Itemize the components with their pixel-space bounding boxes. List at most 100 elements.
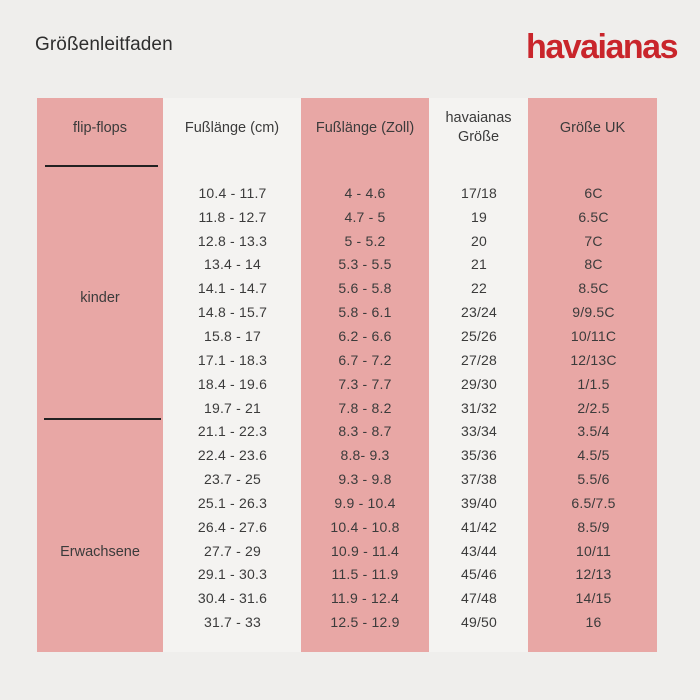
cell-zoll: 9.3 - 9.8 — [338, 471, 392, 488]
cell-size: 17/18 — [460, 184, 498, 201]
section-label-erwachsene: Erwachsene — [60, 544, 140, 560]
column-header-size-line1: havaianas — [445, 110, 512, 126]
cell-cm: 30.4 - 31.6 — [197, 590, 268, 607]
table-row: 14.1 - 14.7 5.6 - 5.8 22 8.5C — [163, 276, 657, 300]
table-row: 25.1 - 26.3 9.9 - 10.4 39/40 6.5/7.5 — [163, 491, 657, 515]
cell-size: 22 — [471, 280, 487, 297]
cell-zoll: 12.5 - 12.9 — [330, 614, 400, 631]
cell-uk: 8.5/9 — [577, 518, 610, 535]
column-header-size-line2: Größe — [457, 129, 500, 145]
cell-cm: 22.4 - 23.6 — [197, 447, 268, 464]
cell-uk: 5.5/6 — [577, 471, 610, 488]
cell-size: 43/44 — [460, 542, 498, 559]
size-column-bg — [429, 98, 528, 652]
cell-zoll: 10.9 - 11.4 — [330, 542, 400, 559]
cell-zoll: 5 - 5.2 — [344, 232, 386, 249]
cell-size: 25/26 — [460, 327, 498, 344]
cell-size: 33/34 — [460, 423, 498, 440]
cell-cm: 26.4 - 27.6 — [197, 518, 268, 535]
column-header-cm: Fußlänge (cm) — [184, 120, 280, 136]
table-row: 12.8 - 13.3 5 - 5.2 20 7C — [163, 229, 657, 253]
flipflops-column-bg — [37, 98, 163, 652]
cell-uk: 6.5/7.5 — [571, 494, 616, 511]
cell-size: 27/28 — [460, 351, 498, 368]
column-header-zoll: Fußlänge (Zoll) — [315, 120, 415, 136]
cell-cm: 18.4 - 19.6 — [197, 375, 268, 392]
table-row: 14.8 - 15.7 5.8 - 6.1 23/24 9/9.5C — [163, 300, 657, 324]
cell-cm: 23.7 - 25 — [203, 471, 262, 488]
cell-size: 29/30 — [460, 375, 498, 392]
cell-zoll: 4 - 4.6 — [344, 184, 386, 201]
table-row: 11.8 - 12.7 4.7 - 5 19 6.5C — [163, 205, 657, 229]
cell-zoll: 10.4 - 10.8 — [330, 518, 400, 535]
cell-size: 47/48 — [460, 590, 498, 607]
cell-cm: 14.1 - 14.7 — [197, 280, 268, 297]
cell-cm: 12.8 - 13.3 — [197, 232, 268, 249]
cell-size: 19 — [471, 208, 487, 225]
cell-size: 31/32 — [460, 399, 498, 416]
cell-uk: 12/13C — [570, 351, 617, 368]
table-row: 13.4 - 14 5.3 - 5.5 21 8C — [163, 253, 657, 277]
cell-size: 41/42 — [460, 518, 498, 535]
table-row: 29.1 - 30.3 11.5 - 11.9 45/46 12/13 — [163, 563, 657, 587]
cell-zoll: 5.6 - 5.8 — [338, 280, 392, 297]
cell-cm: 11.8 - 12.7 — [198, 208, 267, 225]
cell-uk: 16 — [585, 614, 602, 631]
cell-zoll: 6.2 - 6.6 — [338, 327, 392, 344]
havaianas-logo: havaianas — [526, 28, 678, 66]
cell-cm: 17.1 - 18.3 — [197, 351, 268, 368]
table-row: 23.7 - 25 9.3 - 9.8 37/38 5.5/6 — [163, 467, 657, 491]
cell-size: 45/46 — [460, 566, 498, 583]
cell-cm: 15.8 - 17 — [203, 327, 262, 344]
cell-zoll: 5.3 - 5.5 — [338, 256, 392, 273]
table-row: 10.4 - 11.7 4 - 4.6 17/18 6C — [163, 181, 657, 205]
cell-uk: 6.5C — [578, 208, 609, 225]
cell-cm: 19.7 - 21 — [203, 399, 262, 416]
page-title: Größenleitfaden — [35, 34, 173, 55]
cell-size: 20 — [471, 232, 487, 249]
table-row: 17.1 - 18.3 6.7 - 7.2 27/28 12/13C — [163, 348, 657, 372]
cell-cm: 21.1 - 22.3 — [197, 423, 268, 440]
cell-zoll: 8.3 - 8.7 — [338, 423, 392, 440]
cell-cm: 13.4 - 14 — [203, 256, 262, 273]
header-divider-line — [45, 165, 158, 167]
cell-size: 49/50 — [460, 614, 498, 631]
cell-uk: 3.5/4 — [577, 423, 610, 440]
cell-size: 37/38 — [460, 471, 498, 488]
cell-uk: 10/11 — [576, 542, 611, 559]
cell-uk: 8.5C — [578, 280, 609, 297]
cell-zoll: 9.9 - 10.4 — [334, 494, 396, 511]
cell-zoll: 5.8 - 6.1 — [338, 304, 392, 321]
table-row: 22.4 - 23.6 8.8- 9.3 35/36 4.5/5 — [163, 443, 657, 467]
table-row: 15.8 - 17 6.2 - 6.6 25/26 10/11C — [163, 324, 657, 348]
section-divider-line — [44, 418, 161, 420]
cell-zoll: 11.5 - 11.9 — [331, 566, 399, 583]
cell-uk: 1/1.5 — [577, 375, 610, 392]
cell-uk: 2/2.5 — [577, 399, 610, 416]
cell-zoll: 7.3 - 7.7 — [338, 375, 392, 392]
cell-cm: 31.7 - 33 — [203, 614, 262, 631]
cell-zoll: 7.8 - 8.2 — [338, 399, 392, 416]
cell-zoll: 4.7 - 5 — [344, 208, 386, 225]
section-label-kinder: kinder — [80, 290, 120, 306]
column-header-uk: Größe UK — [559, 120, 626, 136]
cell-uk: 4.5/5 — [577, 447, 610, 464]
cm-column-bg — [163, 98, 301, 652]
table-row: 26.4 - 27.6 10.4 - 10.8 41/42 8.5/9 — [163, 515, 657, 539]
table-row: 30.4 - 31.6 11.9 - 12.4 47/48 14/15 — [163, 586, 657, 610]
table-row: 21.1 - 22.3 8.3 - 8.7 33/34 3.5/4 — [163, 419, 657, 443]
cell-size: 21 — [471, 256, 487, 273]
cell-uk: 14/15 — [575, 590, 612, 607]
table-row: 27.7 - 29 10.9 - 11.4 43/44 10/11 — [163, 539, 657, 563]
cell-cm: 29.1 - 30.3 — [197, 566, 268, 583]
zoll-column-bg — [301, 98, 429, 652]
table-row: 31.7 - 33 12.5 - 12.9 49/50 16 — [163, 610, 657, 634]
size-table-rows: 10.4 - 11.7 4 - 4.6 17/18 6C 11.8 - 12.7 4.7 … — [163, 181, 657, 634]
cell-uk: 10/11C — [570, 327, 617, 344]
cell-cm: 25.1 - 26.3 — [197, 494, 268, 511]
cell-size: 23/24 — [460, 304, 498, 321]
cell-zoll: 8.8- 9.3 — [340, 447, 390, 464]
column-header-flipflops: flip-flops — [73, 120, 127, 136]
table-row: 18.4 - 19.6 7.3 - 7.7 29/30 1/1.5 — [163, 372, 657, 396]
